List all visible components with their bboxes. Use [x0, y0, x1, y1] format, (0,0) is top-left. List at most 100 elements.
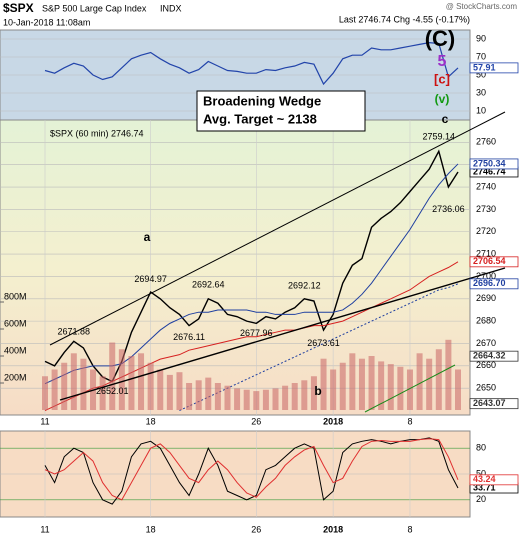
series-line [179, 283, 459, 411]
volume-bar [378, 361, 385, 410]
value-box [469, 62, 519, 74]
series-line [44, 438, 459, 501]
value-box [469, 278, 519, 290]
y-tick-label: 50 [476, 69, 486, 79]
value-label: 33.71 [473, 482, 496, 492]
box-line: Avg. Target ~ 2138 [203, 111, 317, 126]
volume-bar [118, 349, 125, 410]
x-tick-label: 18 [146, 524, 156, 534]
date: 10-Jan-2018 11:08am [3, 17, 90, 27]
volume-bar [291, 383, 298, 410]
volume-bar [195, 380, 202, 410]
y-tick-label: 2680 [476, 316, 496, 326]
volume-bar [224, 385, 231, 410]
x-tick-label: 8 [407, 524, 412, 534]
volume-bar [80, 358, 87, 410]
exchange: INDX [160, 3, 182, 13]
y-tick-label: 2690 [476, 293, 496, 303]
x-tick-label: 26 [251, 416, 261, 426]
volume-bar [320, 358, 327, 410]
x-tick-label: 8 [407, 416, 412, 426]
volume-bar [262, 389, 269, 410]
volume-bar [205, 377, 212, 410]
x-tick-label: 26 [251, 524, 261, 534]
point-label: 2673.61 [307, 338, 340, 348]
volume-bar [253, 391, 260, 410]
box-line: Broadening Wedge [203, 93, 321, 108]
credit: @ StockCharts.com [446, 2, 518, 11]
y-tick-label: 600M [4, 318, 27, 328]
y-tick-label: 400M [4, 345, 27, 355]
x-tick-label: 18 [146, 416, 156, 426]
x-tick-label: 2018 [323, 524, 343, 534]
volume-bar [426, 358, 433, 410]
y-tick-label: 2730 [476, 204, 496, 214]
point-label: 2736.06 [432, 204, 465, 214]
volume-bar [339, 362, 346, 410]
volume-bar [42, 376, 48, 410]
series-line [44, 437, 459, 505]
volume-bar [166, 374, 173, 410]
wave-label: (C) [425, 26, 456, 51]
volume-bar [301, 380, 308, 410]
volume-bar [176, 372, 183, 410]
volume-bar [272, 388, 279, 410]
wedge-lower [59, 267, 506, 401]
value-label: 2664.32 [473, 351, 506, 361]
value-box [469, 398, 519, 410]
volume-bar [51, 369, 58, 410]
value-box [469, 474, 519, 486]
volume-bar [406, 369, 413, 410]
value-label: 2706.54 [473, 256, 506, 266]
value-label: 2696.70 [473, 278, 506, 288]
value-label: 2643.07 [473, 398, 506, 408]
last-price: Last 2746.74 Chg -4.55 (-0.17%) [339, 14, 470, 24]
y-tick-label: 30 [476, 87, 486, 97]
y-tick-label: 800M [4, 291, 27, 301]
volume-bar [109, 342, 116, 410]
y-tick-label: 200M [4, 372, 27, 382]
y-tick-label: 2700 [476, 271, 496, 281]
y-tick-label: 2760 [476, 137, 496, 147]
y-tick-label: 2660 [476, 360, 496, 370]
y-tick-label: 2720 [476, 226, 496, 236]
x-tick-label: 2018 [323, 416, 343, 426]
series-line [44, 41, 459, 86]
volume-bar [435, 349, 442, 410]
point-label: 2676.11 [173, 332, 205, 342]
wave-label: c [442, 112, 449, 126]
volume-bar [445, 339, 452, 410]
volume-bar [330, 369, 337, 410]
volume-bar [282, 385, 289, 410]
y-tick-label: 10 [476, 105, 486, 115]
point-label: 2671.88 [58, 327, 91, 337]
value-box [469, 256, 519, 268]
y-tick-label: 70 [476, 51, 486, 61]
volume-bar [455, 369, 461, 410]
y-tick-label: 50 [476, 468, 486, 478]
volume-bar [368, 356, 375, 410]
volume-bar [138, 353, 145, 410]
wave-label: b [314, 384, 321, 398]
annotation-box [196, 90, 366, 132]
volume-bar [99, 376, 106, 410]
y-tick-label: 2670 [476, 338, 496, 348]
channel-line [364, 364, 456, 413]
value-box [469, 350, 519, 362]
volume-bar [397, 366, 404, 410]
wave-label: 5 [438, 53, 447, 70]
volume-bar [387, 364, 394, 410]
point-label: 2677.96 [240, 328, 273, 338]
volume-bar [128, 356, 135, 410]
point-label: 2692.64 [192, 279, 225, 289]
value-label: 2746.74 [473, 166, 506, 176]
wave-label: (v) [435, 92, 450, 106]
volume-bar [310, 376, 317, 410]
value-label: 2750.34 [473, 158, 506, 168]
legend: $SPX (60 min) 2746.74 [50, 128, 144, 138]
value-label: 57.91 [473, 62, 496, 72]
volume-bar [70, 353, 77, 410]
volume-bar [61, 362, 68, 410]
index-name: S&P 500 Large Cap Index [42, 3, 147, 13]
y-tick-label: 80 [476, 443, 486, 453]
